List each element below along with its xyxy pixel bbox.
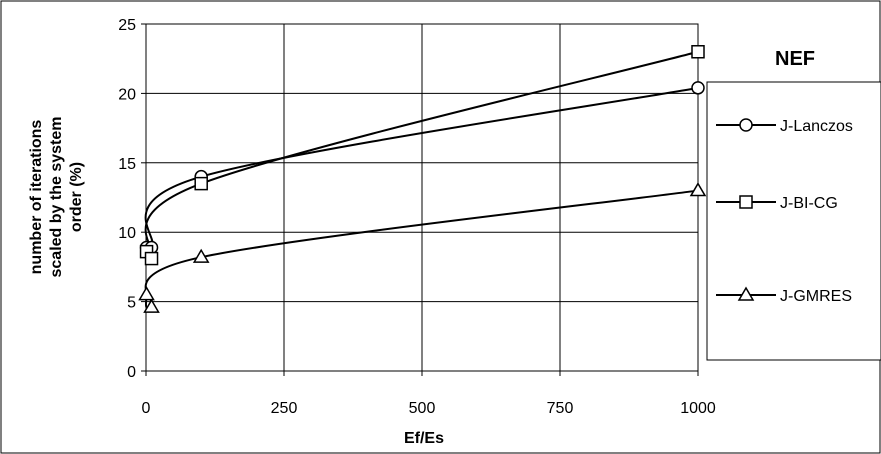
legend-label: J-GMRES <box>780 288 852 305</box>
data-point-triangle <box>689 182 707 197</box>
legend-label: J-BI-CG <box>780 195 838 212</box>
y-axis-title-line-3: order (%) <box>68 162 85 232</box>
y-axis-title-line-2: scaled by the system <box>48 117 65 278</box>
data-point-square <box>691 45 705 59</box>
y-tick-label: 5 <box>127 295 136 312</box>
data-point-triangle <box>143 298 160 313</box>
x-tick-label: 1000 <box>680 400 716 417</box>
legend-title: NEF <box>775 48 815 70</box>
legend-marker-circle <box>739 118 753 132</box>
series-markers <box>138 45 707 313</box>
legend-box <box>706 81 881 361</box>
legend-marker-triangle <box>737 286 755 301</box>
legend: J-Lanczos J-BI-CG J-GMRES <box>706 81 881 361</box>
x-tick-label: 250 <box>271 400 298 417</box>
y-tick-label: 10 <box>118 225 136 242</box>
legend-marker-square <box>739 195 753 209</box>
data-point-square <box>194 176 208 191</box>
legend-item: J-Lanczos <box>716 118 853 135</box>
data-point-triangle <box>138 286 155 301</box>
y-axis-title: number of iterations scaled by the syste… <box>28 117 85 278</box>
y-axis-title-line-1: number of iterations <box>28 120 45 275</box>
legend-items: J-Lanczos J-BI-CG J-GMRES <box>716 118 853 305</box>
x-axis-ticks: 0 250 500 750 1000 <box>142 371 716 417</box>
y-tick-label: 20 <box>118 86 136 103</box>
x-tick-label: 500 <box>409 400 436 417</box>
x-tick-label: 750 <box>547 400 574 417</box>
gridlines <box>146 24 698 371</box>
legend-label: J-Lanczos <box>780 118 853 135</box>
x-tick-label: 0 <box>142 400 151 417</box>
data-point-triangle <box>192 248 210 263</box>
y-tick-label: 15 <box>118 156 136 173</box>
legend-item: J-BI-CG <box>716 195 838 212</box>
y-tick-label: 0 <box>127 364 136 381</box>
x-axis-title: Ef/Es <box>404 430 444 447</box>
data-point-square <box>144 251 159 266</box>
y-tick-label: 25 <box>118 17 136 34</box>
data-point-circle <box>691 81 705 95</box>
y-axis-ticks: 0 5 10 15 20 25 <box>118 17 146 381</box>
legend-item: J-GMRES <box>716 286 852 305</box>
